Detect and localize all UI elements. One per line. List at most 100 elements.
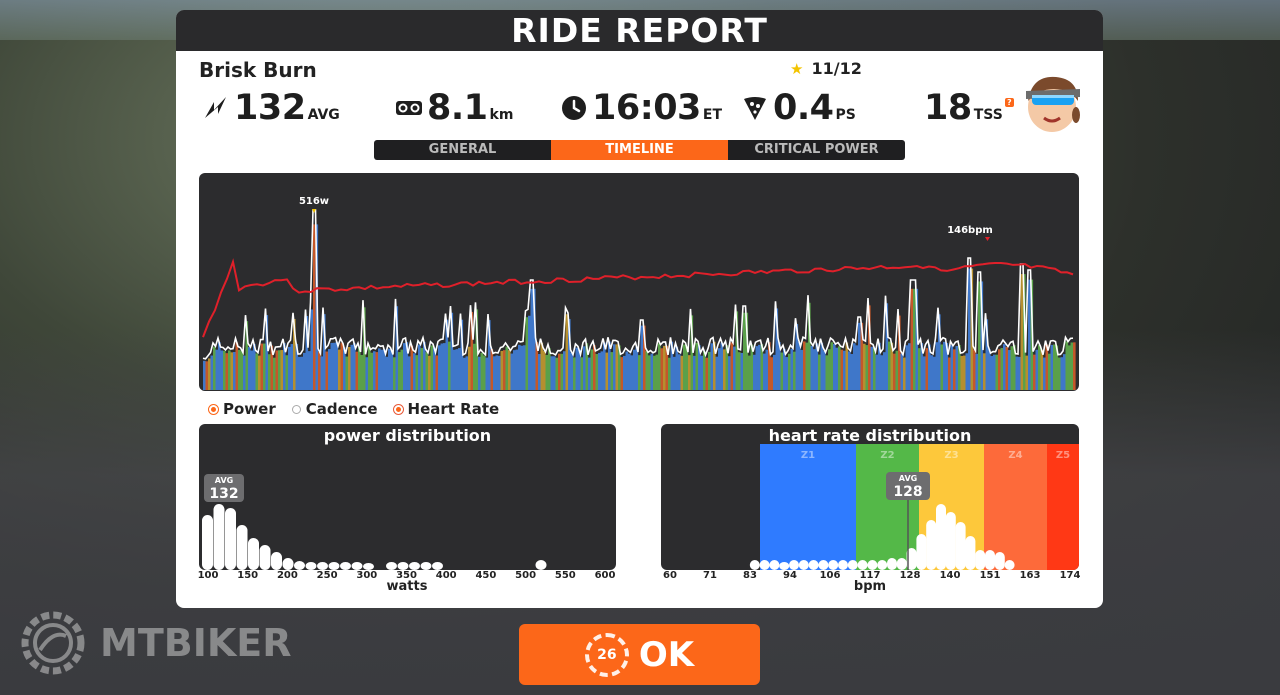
power-bar <box>440 343 444 390</box>
power-bar <box>228 350 231 390</box>
rider-avatar[interactable] <box>1018 71 1084 133</box>
power-bar <box>930 355 934 390</box>
power-bar <box>665 345 669 390</box>
power-bar <box>1003 344 1006 390</box>
power-bar <box>910 288 914 390</box>
power-bar <box>428 355 431 390</box>
power-bar <box>690 315 694 390</box>
power-bar <box>1060 357 1064 390</box>
power-bar <box>898 315 901 390</box>
hr-distribution-bar <box>994 552 1005 570</box>
power-bar <box>888 341 891 390</box>
power-bolt-icon <box>205 97 226 118</box>
distance-value: 8.1 <box>427 88 488 128</box>
power-bar <box>540 342 544 390</box>
power-bar <box>890 342 894 390</box>
power-bar <box>878 342 881 390</box>
power-bar <box>493 356 496 390</box>
power-bar <box>793 351 796 390</box>
power-bar <box>923 356 926 390</box>
power-tick-label: 550 <box>554 570 576 581</box>
power-bar <box>360 355 364 390</box>
power-bar <box>555 357 559 390</box>
power-bar <box>783 348 786 390</box>
power-bar <box>455 349 459 390</box>
power-bar <box>395 306 399 390</box>
legend-heart-rate[interactable]: Heart Rate <box>393 400 499 418</box>
power-bar <box>948 357 951 390</box>
power-bar <box>858 322 861 390</box>
power-bar <box>638 355 641 390</box>
timeline-chart[interactable]: 516w 146bpm <box>199 173 1079 391</box>
peak-power-marker <box>312 209 316 213</box>
tab-general[interactable]: GENERAL <box>374 140 551 160</box>
bike-icon <box>396 101 422 115</box>
power-bar <box>988 349 991 390</box>
power-bar <box>558 353 561 390</box>
hr-axis-label: bpm <box>853 579 887 594</box>
avg-power-value: 132 <box>234 88 306 128</box>
stat-tss: 18 TSS ? <box>924 88 1014 128</box>
power-bar <box>353 343 356 390</box>
ok-button[interactable]: 26 OK <box>519 624 760 685</box>
power-bar <box>818 354 821 390</box>
tab-timeline[interactable]: TIMELINE <box>551 140 728 160</box>
power-bar <box>250 350 254 390</box>
power-bar <box>208 358 211 390</box>
power-bar <box>1005 347 1009 390</box>
power-bar <box>953 349 956 390</box>
power-bar <box>255 353 259 390</box>
stat-distance: 8.1 km <box>395 88 513 128</box>
clock-icon <box>562 96 586 120</box>
power-bar <box>895 350 899 390</box>
power-bar <box>203 360 206 390</box>
power-bar <box>233 351 236 390</box>
power-avg-value: 132 <box>209 486 238 502</box>
power-distribution-bar <box>328 562 340 570</box>
power-tick-label: 250 <box>316 570 338 581</box>
power-bar <box>740 352 744 390</box>
power-tick-label: 350 <box>396 570 417 581</box>
power-bar <box>298 356 301 390</box>
ride-name: Brisk Burn <box>199 58 317 82</box>
power-bar <box>268 354 271 390</box>
power-bar <box>263 343 266 390</box>
power-bar <box>425 352 429 390</box>
power-bar <box>478 356 481 390</box>
power-bar <box>278 350 281 390</box>
power-bar <box>868 305 871 390</box>
power-bar <box>785 357 789 390</box>
power-bar <box>1013 345 1016 390</box>
power-bar <box>265 315 269 390</box>
hr-tick-label: 117 <box>859 570 881 581</box>
report-tabs: GENERAL TIMELINE CRITICAL POWER <box>374 140 905 160</box>
power-bar <box>903 357 906 390</box>
power-bar <box>330 342 334 390</box>
pizza-icon <box>744 97 766 120</box>
power-bar <box>505 346 509 390</box>
power-bar <box>223 350 226 390</box>
power-bar <box>303 352 306 390</box>
legend-cadence[interactable]: Cadence <box>291 400 378 418</box>
power-bar <box>218 342 221 390</box>
legend-power[interactable]: Power <box>209 400 276 418</box>
power-bar <box>975 353 979 390</box>
hr-distribution-bar <box>838 560 848 570</box>
power-bar <box>708 351 711 390</box>
power-distribution-bar <box>248 538 259 570</box>
power-bar <box>310 309 314 390</box>
power-bar <box>790 348 794 390</box>
power-bar <box>620 357 624 390</box>
power-bar <box>245 321 249 390</box>
power-bar <box>635 346 639 390</box>
power-bar <box>735 311 739 390</box>
tss-help-icon[interactable]: ? <box>1004 98 1014 107</box>
power-bar <box>720 342 724 390</box>
power-bar <box>993 354 996 390</box>
hr-distribution-bar <box>877 560 888 570</box>
power-bar <box>585 343 589 390</box>
power-bar <box>1040 349 1044 390</box>
power-bar <box>213 346 216 390</box>
tab-critical-power[interactable]: CRITICAL POWER <box>728 140 905 160</box>
power-distribution-bar <box>340 562 351 570</box>
